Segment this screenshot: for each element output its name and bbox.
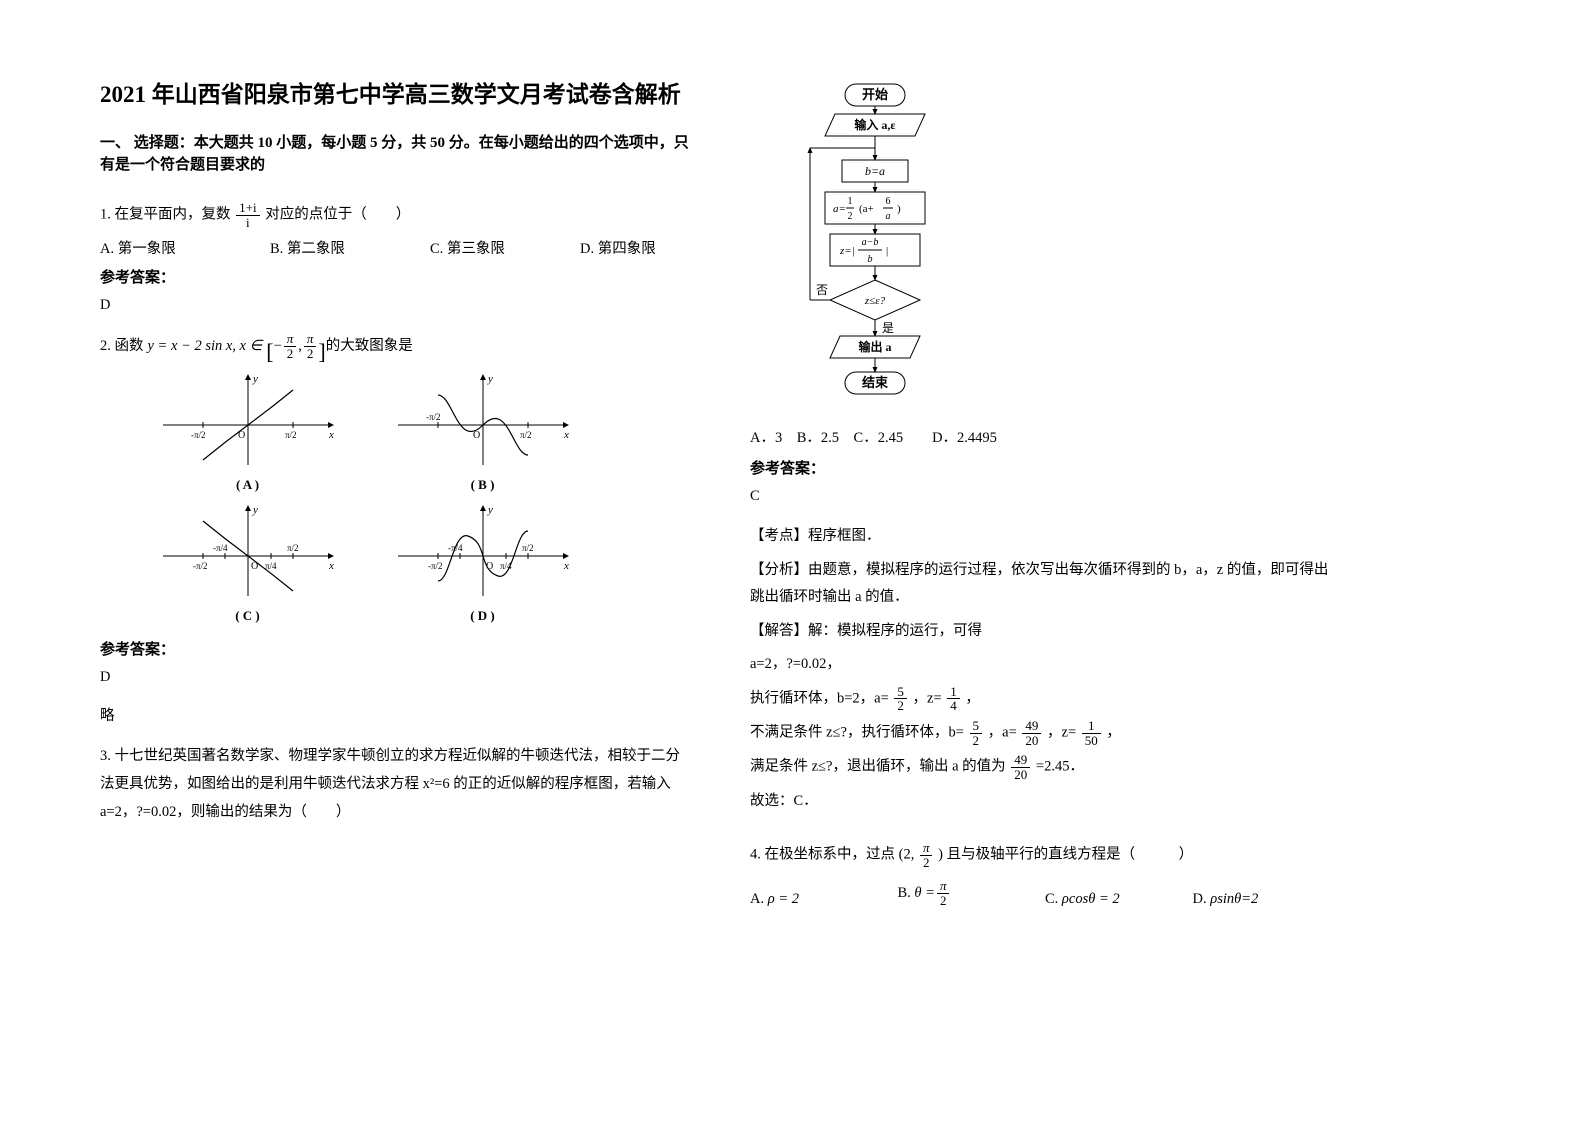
- question-4: 4. 在极坐标系中，过点 (2, π2 ) 且与极轴平行的直线方程是（ ）: [750, 841, 1340, 869]
- q1-stem-suffix: 对应的点位于（ ）: [265, 206, 410, 222]
- q4-opt-c: C. ρcosθ = 2: [1045, 891, 1193, 908]
- q3-l3: 不满足条件 z≤?，执行循环体，b= 52 ，a= 4920 ，z= 150 ，: [750, 719, 1340, 747]
- q3-l1: a=2，?=0.02，: [750, 651, 1340, 679]
- svg-text:z=|: z=|: [839, 245, 855, 257]
- svg-text:(a+: (a+: [859, 203, 874, 215]
- q3-l5: 故选：C．: [750, 788, 1340, 816]
- q1-answer: D: [100, 297, 690, 314]
- q3-jieda: 【解答】解：模拟程序的运行，可得: [750, 618, 1340, 646]
- plot-d: y x O -π/2 -π/4 π/4 π/2 ( D ): [375, 501, 590, 624]
- q1-options: A. 第一象限 B. 第二象限 C. 第三象限 D. 第四象限: [100, 237, 690, 258]
- svg-text:1: 1: [848, 196, 853, 207]
- svg-text:b: b: [868, 254, 873, 265]
- svg-text:-π/2: -π/2: [428, 561, 443, 571]
- plot-a: y x O -π/2 π/2 ( A ): [140, 370, 355, 493]
- svg-text:x: x: [563, 560, 569, 572]
- q3-fenxi: 【分析】由题意，模拟程序的运行过程，依次写出每次循环得到的 b，a，z 的值，即…: [750, 557, 1340, 612]
- q2-range-left: π 2: [284, 332, 297, 360]
- page-title: 2021 年山西省阳泉市第七中学高三数学文月考试卷含解析: [100, 80, 690, 110]
- left-column: 2021 年山西省阳泉市第七中学高三数学文月考试卷含解析 一、 选择题：本大题共…: [100, 80, 690, 908]
- svg-text:6: 6: [886, 196, 891, 207]
- svg-text:2: 2: [848, 211, 853, 222]
- question-3: 3. 十七世纪英国著名数学家、物理学家牛顿创立的求方程近似解的牛顿迭代法，相较于…: [100, 743, 690, 826]
- svg-text:-π/4: -π/4: [213, 543, 228, 553]
- q2-expr: y = x − 2 sin x, x ∈: [148, 333, 263, 361]
- answer-label-1: 参考答案：: [100, 266, 690, 287]
- q1-stem-prefix: 1. 在复平面内，复数: [100, 206, 234, 222]
- svg-text:b=a: b=a: [865, 164, 885, 178]
- plot-b: y x O -π/2 π/2 ( B ): [375, 370, 590, 493]
- svg-text:a−b: a−b: [862, 237, 879, 248]
- svg-text:π/2: π/2: [285, 430, 297, 440]
- plot-c: y x O -π/2 -π/4 π/4 π/2 ( C ): [140, 501, 355, 624]
- svg-text:否: 否: [816, 283, 828, 297]
- section-1-head: 一、 选择题：本大题共 10 小题，每小题 5 分，共 50 分。在每小题给出的…: [100, 132, 690, 177]
- q3-kaodian: 【考点】程序框图．: [750, 523, 1340, 551]
- svg-text:y: y: [252, 373, 258, 385]
- svg-text:x: x: [328, 429, 334, 441]
- question-2: 2. 函数 y = x − 2 sin x, x ∈ [ − π 2 , π 2…: [100, 332, 690, 360]
- svg-text:-π/2: -π/2: [426, 412, 441, 422]
- svg-text:a: a: [886, 211, 891, 222]
- svg-text:开始: 开始: [862, 87, 888, 102]
- q2-stem-prefix: 2. 函数: [100, 333, 144, 361]
- q1-opt-c: C. 第三象限: [430, 237, 580, 258]
- q2-answer: D: [100, 669, 690, 686]
- q3-l2: 执行循环体，b=2，a= 52 ，z= 14 ，: [750, 685, 1340, 713]
- q2-range-right: π 2: [304, 332, 317, 360]
- svg-text:y: y: [252, 504, 258, 516]
- q2-graph-grid: y x O -π/2 π/2 ( A ) y x O: [140, 370, 590, 624]
- svg-text:结束: 结束: [862, 375, 889, 390]
- svg-text:是: 是: [882, 321, 894, 335]
- q2-lue: 略: [100, 704, 690, 725]
- flowchart: 开始 输入 a,ε b=a a= 1 2 (a+ 6 a ): [780, 80, 970, 420]
- q4-options: A. ρ = 2 B. θ = π2 C. ρcosθ = 2 D. ρsinθ…: [750, 879, 1340, 907]
- answer-label-2: 参考答案：: [100, 638, 690, 659]
- svg-text:y: y: [487, 373, 493, 385]
- q4-opt-d: D. ρsinθ=2: [1193, 891, 1341, 908]
- q1-fraction: 1+i i: [236, 201, 259, 229]
- svg-text:O: O: [473, 430, 480, 441]
- right-column: 开始 输入 a,ε b=a a= 1 2 (a+ 6 a ): [750, 80, 1340, 908]
- svg-text:): ): [897, 203, 901, 215]
- svg-text:x: x: [328, 560, 334, 572]
- svg-text:π/2: π/2: [287, 543, 299, 553]
- svg-text:z≤ε?: z≤ε?: [864, 295, 886, 307]
- q1-opt-d: D. 第四象限: [580, 237, 656, 258]
- q3-answer: C: [750, 488, 1340, 505]
- q1-opt-a: A. 第一象限: [100, 237, 270, 258]
- question-1: 1. 在复平面内，复数 1+i i 对应的点位于（ ）: [100, 201, 690, 229]
- q3-options: A．3 B．2.5 C．2.45 D．2.4495: [750, 426, 1340, 447]
- svg-text:-π/2: -π/2: [191, 430, 206, 440]
- q1-opt-b: B. 第二象限: [270, 237, 430, 258]
- svg-text:输出 a: 输出 a: [858, 339, 891, 354]
- q2-stem-suffix: 的大致图象是: [326, 333, 413, 361]
- svg-text:x: x: [563, 429, 569, 441]
- q4-opt-a: A. ρ = 2: [750, 891, 898, 908]
- answer-label-3: 参考答案：: [750, 457, 1340, 478]
- svg-text:-π/2: -π/2: [193, 561, 208, 571]
- q3-l4: 满足条件 z≤?，退出循环，输出 a 的值为 4920 =2.45．: [750, 753, 1340, 781]
- q4-opt-b: B. θ = π2: [898, 879, 1046, 907]
- svg-text:π/2: π/2: [522, 543, 534, 553]
- svg-text:|: |: [886, 245, 888, 257]
- svg-text:输入 a,ε: 输入 a,ε: [854, 117, 895, 132]
- svg-text:π/2: π/2: [520, 430, 532, 440]
- svg-text:y: y: [487, 504, 493, 516]
- svg-text:a=: a=: [833, 203, 846, 215]
